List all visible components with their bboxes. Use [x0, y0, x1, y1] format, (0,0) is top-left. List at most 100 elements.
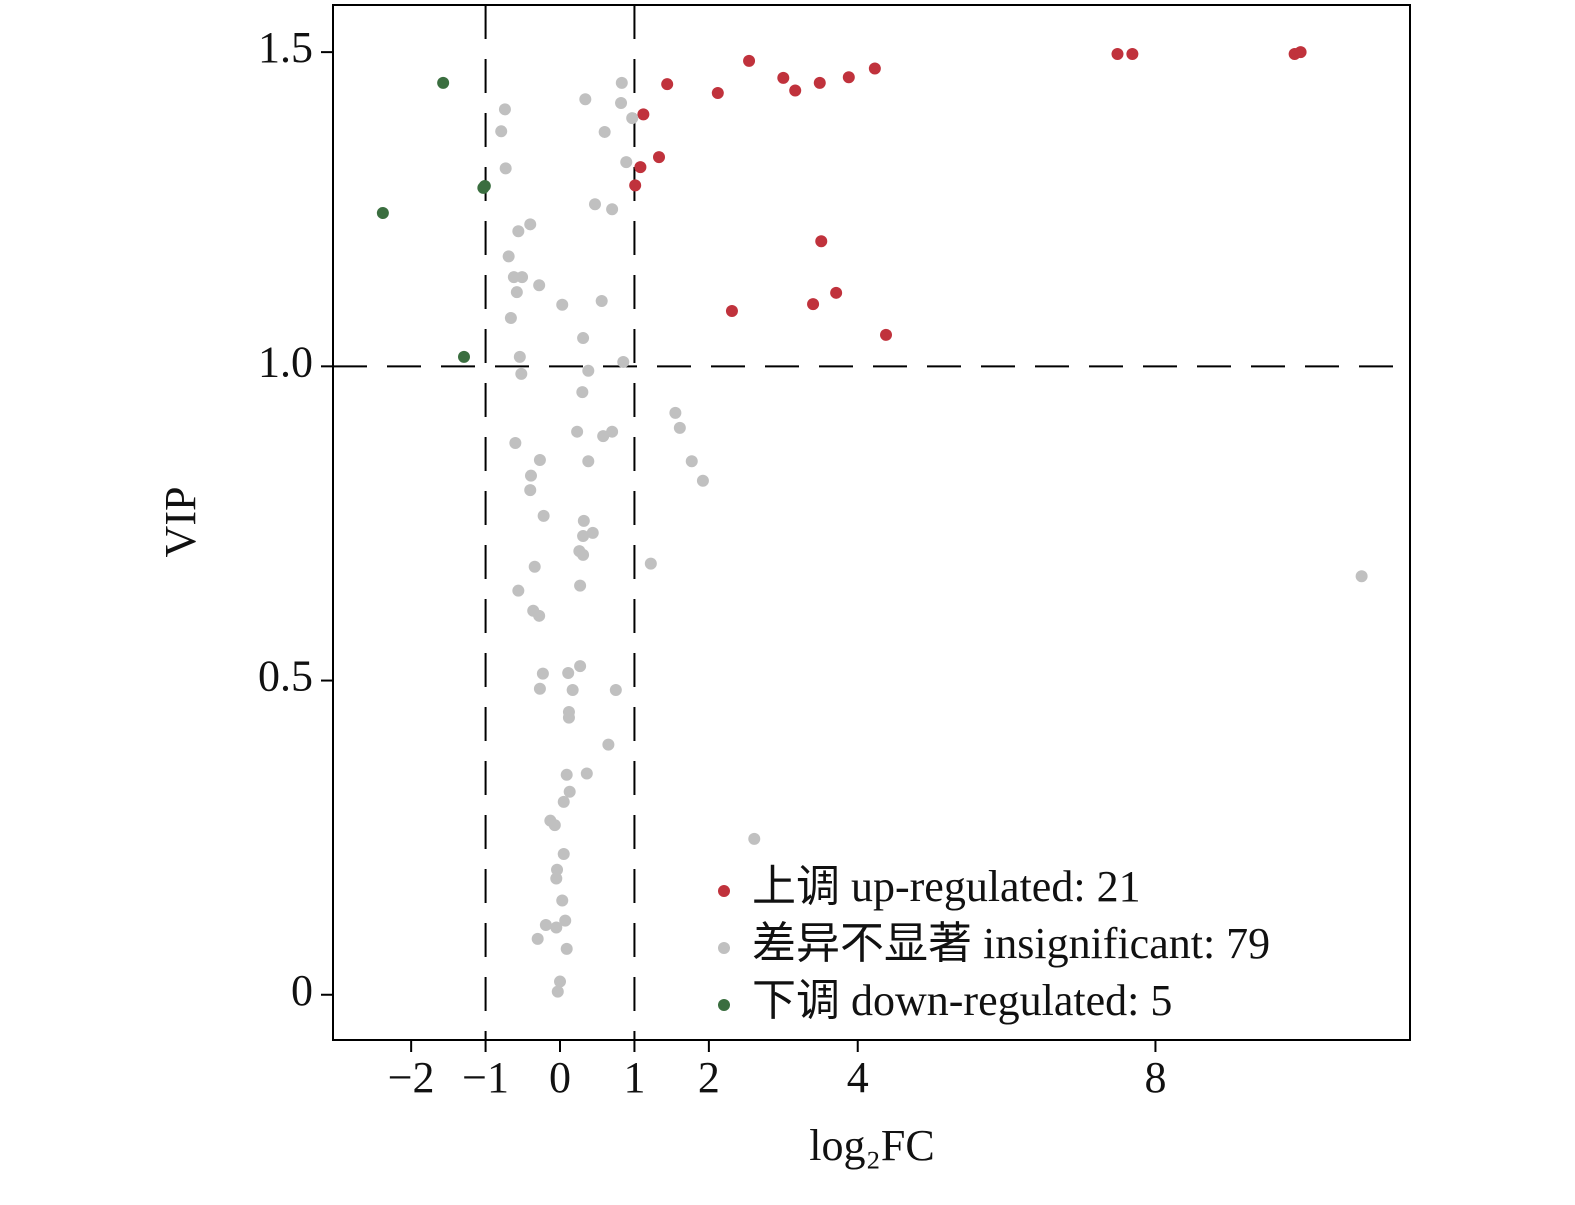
data-point [576, 386, 589, 399]
data-point [644, 557, 657, 570]
data-point [560, 942, 573, 955]
data-point [880, 328, 893, 341]
data-point [696, 474, 709, 487]
data-point [533, 682, 546, 695]
data-point [777, 71, 790, 84]
data-point [437, 76, 450, 89]
data-point [512, 584, 525, 597]
data-point [629, 179, 642, 192]
data-point [509, 437, 522, 450]
data-point [551, 863, 564, 876]
x-tick-label: 1 [623, 1053, 645, 1102]
data-point [1111, 48, 1124, 61]
data-point [743, 54, 756, 67]
legend-label: 差异不显著 insignificant: 79 [752, 919, 1270, 968]
data-point [550, 872, 563, 885]
x-axis-label: log₂FC [809, 1121, 934, 1170]
y-tick-label: 1.5 [258, 23, 313, 72]
data-point [685, 455, 698, 468]
data-point [563, 785, 576, 798]
data-point [557, 795, 570, 808]
legend-marker [718, 999, 730, 1011]
data-point [502, 250, 515, 263]
data-point [842, 71, 855, 84]
data-point [711, 86, 724, 99]
data-point [634, 161, 647, 174]
legend-label: 下调 down-regulated: 5 [752, 976, 1172, 1025]
data-point [498, 103, 511, 116]
data-point [615, 76, 628, 89]
data-point [588, 198, 601, 211]
data-point [504, 311, 517, 324]
data-point [748, 832, 761, 845]
data-point [868, 62, 881, 75]
y-tick-label: 1.0 [258, 337, 313, 386]
x-tick-label: 8 [1144, 1053, 1166, 1102]
data-point [595, 294, 608, 307]
data-point [661, 78, 674, 91]
data-point [1355, 570, 1368, 583]
data-point [597, 430, 610, 443]
data-point [376, 207, 389, 220]
data-point [559, 914, 572, 927]
data-point [606, 425, 619, 438]
legend-marker [718, 885, 730, 897]
data-point [551, 985, 564, 998]
data-point [574, 579, 587, 592]
data-point [577, 514, 590, 527]
data-point [830, 286, 843, 299]
x-tick-label: 0 [549, 1053, 571, 1102]
data-point [653, 151, 666, 164]
data-point [533, 279, 546, 292]
data-point [582, 455, 595, 468]
data-point [537, 509, 550, 522]
data-point [556, 894, 569, 907]
data-point [562, 711, 575, 724]
data-point [574, 660, 587, 673]
data-point [457, 350, 470, 363]
data-point [673, 421, 686, 434]
data-point [577, 332, 590, 345]
data-point [815, 235, 828, 248]
data-point [515, 367, 528, 380]
data-point [528, 560, 541, 573]
data-point [582, 364, 595, 377]
data-point [637, 108, 650, 121]
data-point [669, 406, 682, 419]
x-tick-label: 2 [698, 1053, 720, 1102]
y-axis-label: VIP [156, 487, 205, 558]
data-point [513, 350, 526, 363]
data-point [617, 355, 630, 368]
data-point [1126, 48, 1139, 61]
data-point [524, 469, 537, 482]
data-point [577, 530, 590, 543]
data-point [533, 609, 546, 622]
data-point [524, 218, 537, 231]
plot-frame [332, 4, 1411, 1041]
data-point [539, 919, 552, 931]
data-point [602, 738, 615, 751]
y-tick-label: 0.5 [258, 652, 313, 701]
data-point [550, 921, 563, 934]
data-point [586, 526, 599, 539]
data-point [598, 125, 611, 138]
data-point [571, 425, 584, 438]
data-point [725, 305, 738, 318]
data-point [615, 97, 628, 110]
data-point [566, 683, 579, 696]
legend-marker [718, 942, 730, 954]
legend-label: 上调 up-regulated: 21 [752, 862, 1141, 911]
data-point [510, 286, 523, 299]
data-point [548, 819, 561, 832]
data-point [807, 298, 820, 311]
data-point [554, 975, 567, 988]
data-point [560, 768, 573, 781]
x-tick-label: −2 [388, 1053, 435, 1102]
data-point [557, 847, 570, 860]
data-point [609, 683, 622, 696]
data-point [531, 932, 544, 945]
data-point [556, 298, 569, 311]
data-point [620, 156, 633, 169]
